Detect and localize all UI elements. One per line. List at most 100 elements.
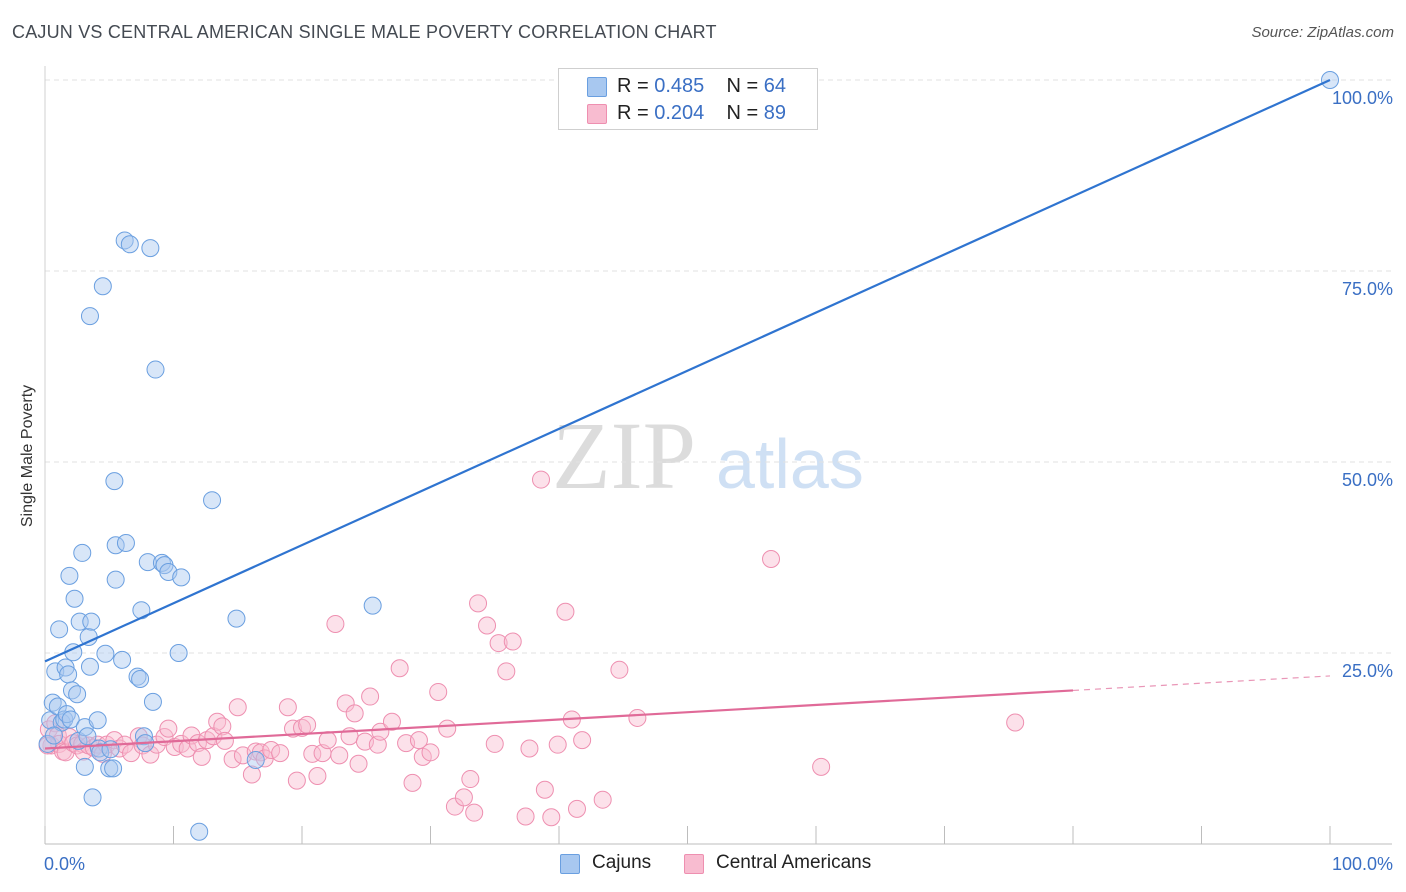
cajuns-point [203,491,222,510]
y-tick-label: 75.0% [1342,279,1393,299]
central-americans-point [454,788,473,807]
n-value: 64 [763,75,787,97]
central-americans-point [361,687,380,706]
central-americans-point [382,712,401,731]
cajuns-point [146,360,165,379]
r-label: R = [617,102,649,124]
central-americans-point [535,780,554,799]
cajuns-point [80,307,99,326]
central-americans-point [485,734,504,753]
central-americans-point [223,750,242,769]
central-americans-point [147,735,166,754]
central-americans-point [287,771,306,790]
cajuns-point [246,750,265,769]
cajuns-legend-swatch [560,854,580,874]
y-tick-label: 25.0% [1342,661,1393,681]
central-americans-point [438,719,457,738]
cajuns-trend-line [44,78,1331,663]
central-americans-point [445,797,464,816]
central-americans-point [213,717,232,736]
n-label: N = [726,102,759,124]
central-americans-point [371,722,390,741]
central-americans-point [141,745,160,764]
central-americans-point [336,694,355,713]
cajuns-point [134,727,153,746]
cajuns-point [227,609,246,628]
cajuns-point [101,740,120,759]
chart-title: CAJUN VS CENTRAL AMERICAN SINGLE MALE PO… [12,22,717,42]
central-americans-point [465,803,484,822]
central-americans-point [429,682,448,701]
central-americans-point [516,807,535,826]
central-americans-point [503,632,522,651]
cajuns-point [141,239,160,258]
y-tick-label: 50.0% [1342,470,1393,490]
r-value: 0.485 [654,75,705,97]
trend-lines [44,78,1331,750]
cajuns-point [120,235,139,254]
cajuns-point [80,657,99,676]
central-americans-point [330,746,349,765]
cajuns-point [73,543,92,562]
central-americans-point [421,743,440,762]
cajuns-point [78,727,97,746]
central-americans-point [548,735,567,754]
cajuns-point [169,644,188,662]
central-americans-point [542,808,561,827]
central-americans-point [318,731,337,750]
cajuns-point [65,589,84,608]
central-americans-swatch [587,104,607,124]
central-americans-point [192,747,211,766]
y-tick-label: 100.0% [1332,88,1393,108]
central-americans-trend-line [44,689,1074,750]
central-americans-point [326,614,345,633]
cajuns-point [88,711,107,730]
cajuns-point [116,533,135,552]
cajuns-point [131,669,150,688]
central-americans-point [812,757,831,776]
central-americans-point [133,736,152,755]
cajuns-point [56,658,75,677]
central-americans-point [478,616,497,635]
central-americans-point [403,773,422,792]
r-label: R = [617,75,649,97]
central-americans-point [532,470,551,489]
n-value: 89 [763,102,787,124]
central-americans-point [159,719,178,738]
axes [44,66,1392,845]
central-americans-point [390,659,409,678]
central-americans-points [38,470,1025,827]
central-americans-point [298,715,317,734]
central-americans-point [762,550,781,569]
central-americans-point [278,698,297,717]
central-americans-point [215,731,234,750]
grid-lines [45,79,1392,654]
central-americans-point [573,731,592,750]
central-americans-point [1006,713,1025,732]
cajuns-point [143,692,162,711]
cajuns-point [190,822,209,841]
cajuns-swatch [587,77,607,97]
cajuns-point [41,711,60,730]
cajuns-point [363,596,382,615]
central-americans-point [489,634,508,653]
central-americans-point [628,708,647,727]
central-americans-legend-swatch [684,854,704,874]
x-tick-label: 0.0% [44,854,85,874]
cajuns-point [100,759,119,778]
chart-source: Source: ZipAtlas.com [1251,24,1394,41]
central-americans-point [556,602,575,621]
cajuns-legend-label: Cajuns [592,852,652,873]
central-americans-point [567,799,586,818]
central-americans-point [469,594,488,613]
central-americans-point [461,770,480,789]
cajuns-point [55,710,74,729]
central-americans-point [242,765,261,784]
central-americans-point [409,731,428,750]
cajuns-point [106,570,125,589]
cajuns-point [59,665,78,684]
central-americans-point [497,662,516,681]
central-americans-point [308,767,327,786]
central-americans-trend-extension [1072,675,1331,692]
